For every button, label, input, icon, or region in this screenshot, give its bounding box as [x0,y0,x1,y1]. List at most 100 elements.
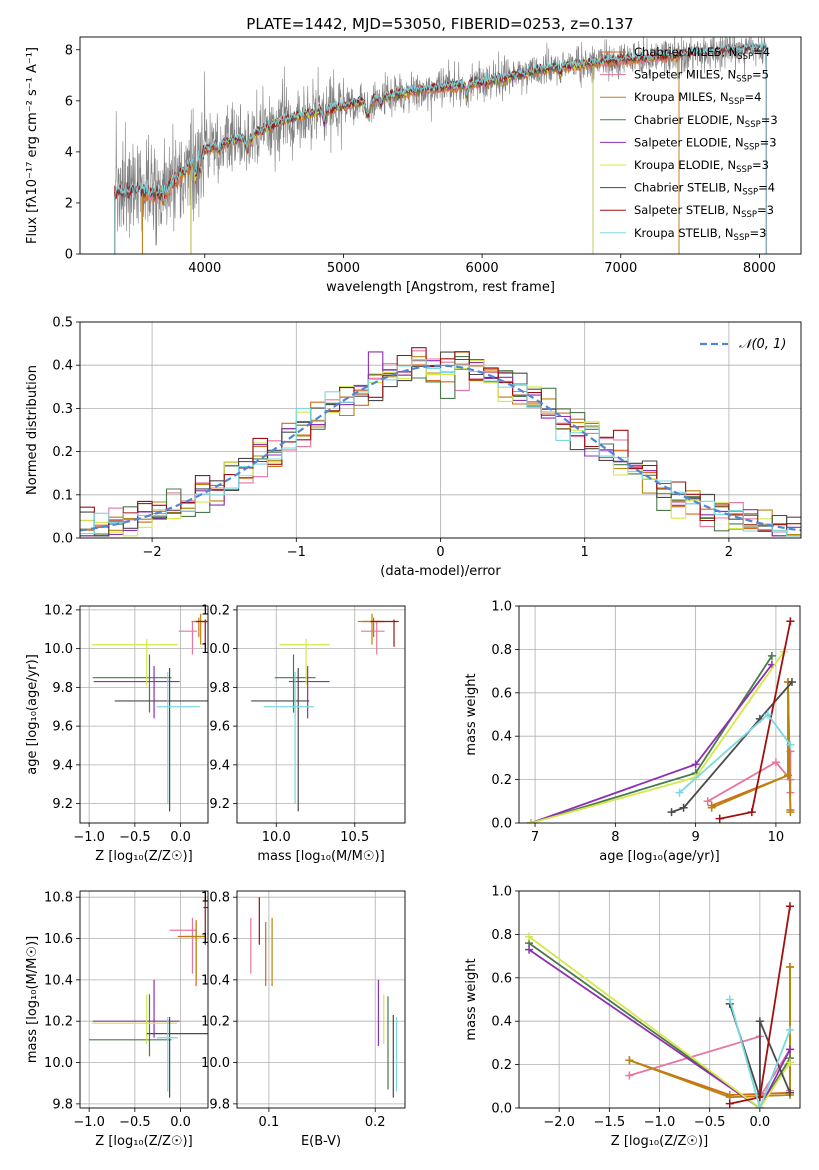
y-tick-label: 0.2 [491,1058,512,1073]
legend-sub: SSP [737,52,753,62]
y-tick-label: 0.8 [491,928,512,943]
y-tick-label: 9.2 [52,797,73,812]
weight-marker-KE [785,1058,794,1067]
y-tick-label: 10.4 [201,973,230,988]
y-tick-label: 10.2 [44,603,73,618]
weight-marker-CS [785,1088,794,1097]
weight-marker-KM [625,1056,634,1065]
legend-suffix: =4 [744,90,761,104]
legend-entry-KM: Kroupa MILES, NSSP=4 [634,90,761,107]
weight-marker-KE [525,932,534,941]
legend-sub: SSP [736,165,752,175]
model-spectrum-SE [190,57,594,254]
x-tick-label: 7 [531,830,539,845]
legend-sub: SSP [742,188,758,198]
y-tick-label: 0.6 [491,686,512,701]
figure-title: PLATE=1442, MJD=53050, FIBERID=0253, z=0… [246,15,633,33]
weight-marker-SE [785,1045,794,1054]
y-tick-label: 10.0 [44,642,73,657]
y-tick-label: 0.3 [52,402,73,417]
weight-vs-age-plot-area [527,617,796,823]
weight-line-KS [728,999,791,1108]
legend-suffix: =3 [757,203,774,217]
plot-frame [236,890,406,1109]
x-axis-label: Z [log₁₀(Z/Z☉)] [95,849,192,864]
y-tick-label: 10.0 [201,642,230,657]
y-tick-label: 9.2 [209,797,230,812]
x-axis-label: (data-model)/error [380,564,501,579]
legend-entry-SM: Salpeter MILES, NSSP=5 [634,68,769,85]
x-tick-label: −1.0 [644,1115,676,1130]
histogram-plot-area [80,347,801,537]
y-tick-label: 9.6 [52,720,73,735]
y-tick-label: 8 [65,43,73,58]
histogram-CE [80,356,801,537]
y-tick-label: 1.0 [491,600,512,615]
x-tick-label: 9 [691,830,699,845]
weight-marker-KS [785,1025,794,1034]
weight-marker-CS [787,677,796,686]
weight-marker-KM [785,962,794,971]
y-tick-label: 1.0 [491,885,512,900]
legend-entry-KS: Kroupa STELIB, NSSP=3 [634,226,766,243]
legend-suffix: =3 [761,113,778,127]
legend-sub: SSP [741,210,757,220]
legend-label: Salpeter STELIB, N [634,203,741,217]
y-tick-label: 0.2 [52,445,73,460]
weight-marker-CS [679,803,688,812]
y-axis-label: Flux [fλ10⁻¹⁷ erg cm⁻² s⁻¹ A⁻¹] [25,47,40,244]
legend-sub: SSP [734,233,750,243]
y-tick-label: 0.0 [491,1102,512,1117]
y-tick-label: 0.2 [491,773,512,788]
y-tick-label: 0.4 [491,730,512,745]
weight-marker-SM [625,1071,634,1080]
legend-sub: SSP [744,142,760,152]
weight-line-KE [528,935,791,1108]
weight-marker-SS [725,1099,734,1108]
x-axis-label: Z [log₁₀(Z/Z☉)] [95,1134,192,1149]
histogram-KS [80,359,801,537]
legend-entry-CE: Chabrier ELODIE, NSSP=3 [634,113,778,130]
y-tick-label: 10.6 [201,932,230,947]
legend-suffix: =5 [752,68,769,82]
y-tick-label: 10.6 [44,932,73,947]
weight-marker-CE [767,651,776,660]
y-tick-label: 9.8 [52,681,73,696]
legend-entry-SE: Salpeter ELODIE, NSSP=3 [634,135,777,152]
x-tick-label: 5000 [327,261,360,276]
x-tick-label: −0.5 [119,830,151,845]
y-tick-label: 0.0 [491,817,512,832]
x-tick-label: −1.5 [594,1115,626,1130]
spectrum-plot-area [114,37,767,254]
y-tick-label: 9.8 [209,1097,230,1112]
weight-marker-KS [763,710,772,719]
y-tick-label: 10.0 [201,1056,230,1071]
weight-marker-KM [707,803,716,812]
x-tick-label: 0.0 [170,1115,191,1130]
model-spectrum-KS [114,41,767,254]
weight-marker-SS [785,902,794,911]
histogram-SS [80,347,801,531]
x-tick-label: 6000 [466,261,499,276]
age-vs-Z-panel: −1.0 −0.5 0.0 9.2 9.4 9.6 9.8 10.0 10.2 Z [log₁₀(… [25,603,209,864]
y-axis-label: mass weight [464,673,479,755]
y-axis-label: age [log₁₀(age/yr)] [25,654,40,775]
weight-marker-SE [525,945,534,954]
weight-marker-SS [786,617,795,626]
x-tick-label: 0.0 [750,1115,771,1130]
histogram-panel: −2 −1 0 1 2 0.0 0.1 0.2 0.3 0.4 0.5 (data-model)/er… [25,316,802,579]
weight-marker-CS [755,1017,764,1026]
weight-marker-SS [715,814,724,823]
y-tick-label: 10.2 [201,603,230,618]
y-axis-label: mass [log₁₀(M/M☉)] [25,936,40,1063]
x-tick-label: −2 [143,545,162,560]
weight-line-KE [530,651,785,823]
y-tick-label: 0.8 [491,643,512,658]
x-tick-label: 0.0 [170,830,191,845]
x-tick-label: 10 [768,830,785,845]
legend-normal-label: 𝒩(0, 1) [739,337,786,352]
weight-marker-SM [703,797,712,806]
weight-vs-Z-plot-area [525,902,794,1108]
